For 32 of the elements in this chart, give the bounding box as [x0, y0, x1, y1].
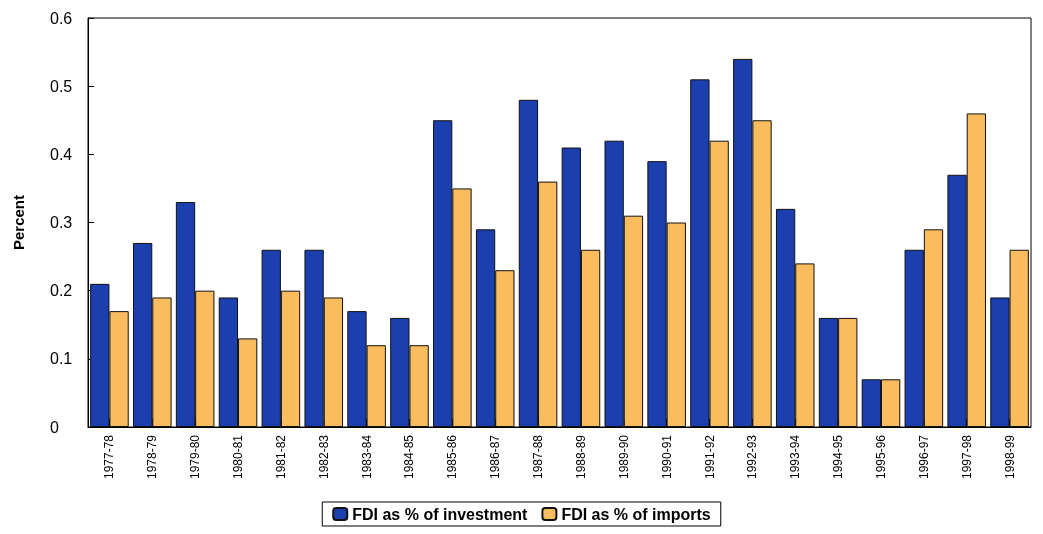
x-tick-label: 1990-91 — [659, 434, 674, 480]
x-tick-label: 1980-81 — [231, 434, 246, 480]
x-tick-label: 1994-95 — [831, 434, 846, 480]
x-tick-label: 1997-98 — [959, 434, 974, 480]
y-tick-label: 0.4 — [50, 145, 73, 163]
y-tick-label: 0.2 — [50, 282, 73, 300]
x-tick-label: 1992-93 — [745, 434, 760, 480]
x-tick-label: 1984-85 — [402, 434, 417, 480]
y-tick-label: 0.1 — [50, 350, 73, 368]
x-tick-label: 1989-90 — [616, 434, 631, 480]
x-tick-label: 1977-78 — [102, 434, 117, 480]
y-tick-label: 0.6 — [50, 9, 73, 27]
x-tick-label: 1988-89 — [573, 434, 588, 480]
x-tick-label: 1982-83 — [316, 434, 331, 480]
x-tick-label: 1993-94 — [788, 434, 803, 480]
x-tick-label: 1985-86 — [445, 434, 460, 480]
x-tick-label: 1991-92 — [702, 434, 717, 480]
x-tick-label: 1987-88 — [531, 434, 546, 480]
y-axis-title: Percent — [10, 194, 27, 251]
x-tick-label: 1986-87 — [488, 434, 503, 480]
x-tick-label: 1998-99 — [1002, 434, 1017, 480]
x-tick-label: 1996-97 — [916, 434, 931, 480]
y-tick-label: 0 — [50, 418, 59, 436]
x-tick-label: 1978-79 — [145, 434, 160, 480]
x-tick-label: 1981-82 — [273, 434, 288, 480]
y-tick-label: 0.3 — [50, 214, 73, 231]
x-tick-label: 1995-96 — [873, 434, 888, 480]
legend-label: FDI as % of investment — [352, 505, 529, 523]
legend-label: FDI as % of imports — [561, 505, 711, 523]
x-tick-label: 1979-80 — [188, 434, 203, 480]
y-tick-label: 0.5 — [50, 77, 73, 95]
x-tick-label: 1983-84 — [359, 434, 374, 480]
